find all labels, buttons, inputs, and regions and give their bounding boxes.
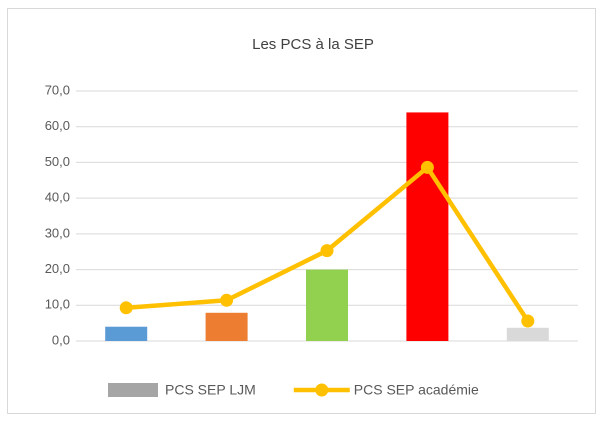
legend-label: PCS SEP académie (354, 382, 479, 398)
line-marker (521, 314, 535, 328)
y-tick-label: 50,0 (45, 154, 70, 169)
y-tick-label: 30,0 (45, 225, 70, 240)
chart-frame (7, 8, 596, 414)
chart-title: Les PCS à la SEP (252, 36, 374, 53)
bar (506, 327, 549, 341)
y-tick-label: 60,0 (45, 118, 70, 133)
legend-swatch (108, 383, 158, 397)
bar (105, 326, 148, 341)
legend-marker (315, 383, 329, 397)
legend-label: PCS SEP LJM (165, 382, 256, 398)
line-marker (220, 293, 234, 307)
y-tick-label: 40,0 (45, 190, 70, 205)
bar (205, 312, 248, 341)
y-tick-label: 0,0 (52, 332, 70, 347)
line-marker (320, 244, 334, 258)
bar (406, 112, 449, 341)
y-tick-label: 70,0 (45, 82, 70, 97)
y-tick-label: 10,0 (45, 297, 70, 312)
line-marker (420, 160, 434, 174)
line-marker (119, 301, 133, 315)
bar (306, 269, 348, 341)
y-tick-label: 20,0 (45, 261, 70, 276)
